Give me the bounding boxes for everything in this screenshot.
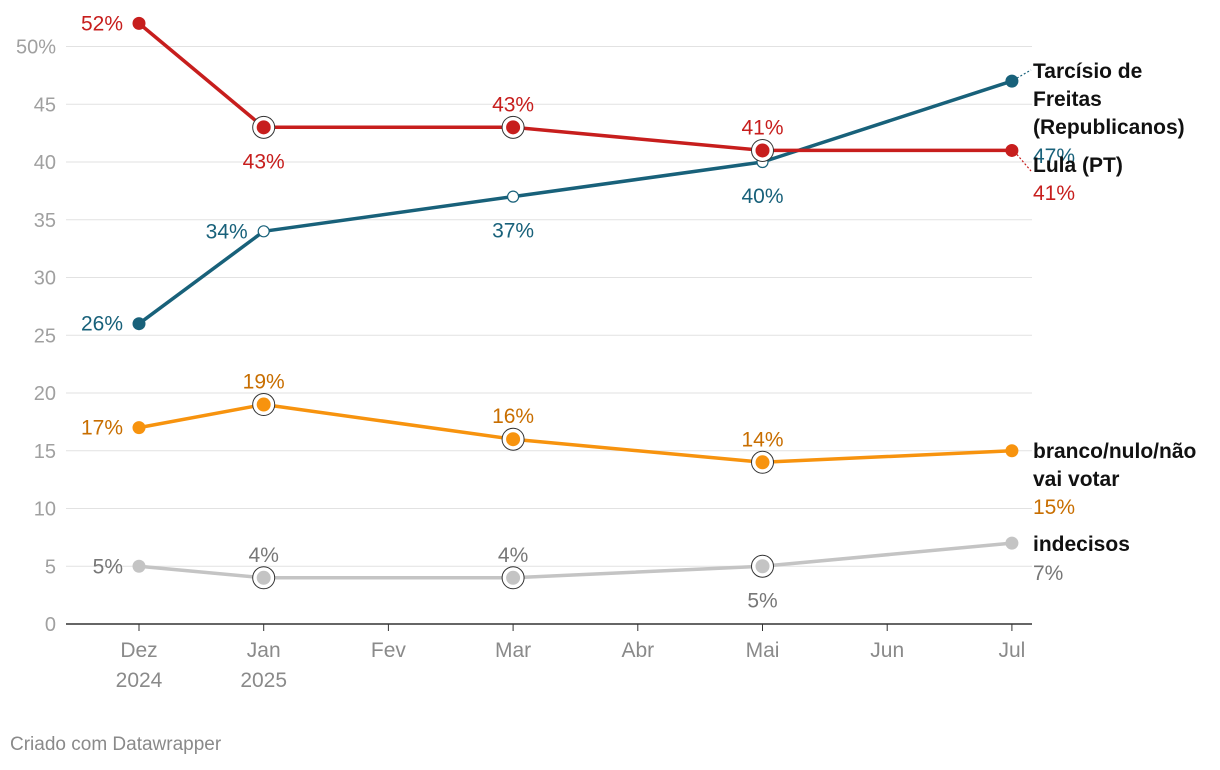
series-name-indecisos: indecisos <box>1033 533 1130 556</box>
data-point-branco <box>506 432 521 447</box>
data-point-tarcisio <box>506 190 520 203</box>
data-label-lula: 43% <box>492 93 534 116</box>
x-tick-label: Jun <box>870 639 904 662</box>
x-tick-label: Mai <box>746 639 780 662</box>
series-end-value-lula: 41% <box>1033 182 1075 205</box>
data-point-branco <box>256 397 271 412</box>
data-point-indecisos <box>1005 536 1019 550</box>
x-tick-label: Mar <box>495 639 531 662</box>
data-point-indecisos <box>506 570 521 585</box>
data-label-lula: 52% <box>81 12 123 35</box>
y-tick-label: 25 <box>34 325 56 347</box>
data-label-branco: 14% <box>741 428 783 451</box>
data-point-tarcisio <box>132 317 146 331</box>
y-tick-label: 20 <box>34 383 56 405</box>
data-point-lula <box>506 120 521 135</box>
y-tick-label: 5 <box>45 556 56 578</box>
series-name-lula: Lula (PT) <box>1033 154 1123 177</box>
data-label-lula: 41% <box>741 116 783 139</box>
label-connector-tarcisio <box>1016 69 1032 79</box>
y-tick-label: 30 <box>34 268 56 290</box>
data-label-branco: 17% <box>81 417 123 440</box>
data-point-branco <box>755 455 770 470</box>
x-tick-sublabel: 2024 <box>116 669 163 692</box>
data-label-tarcisio: 40% <box>741 185 783 208</box>
y-tick-label: 40 <box>34 152 56 174</box>
y-tick-label: 50% <box>16 37 56 59</box>
data-label-tarcisio: 26% <box>81 313 123 336</box>
data-point-indecisos <box>132 559 146 573</box>
data-point-lula <box>256 120 271 135</box>
series-end-value-tarcisio: 47% <box>1033 145 1075 168</box>
data-label-branco: 16% <box>492 405 534 428</box>
data-label-indecisos: 4% <box>498 544 528 567</box>
label-connector-lula <box>1016 154 1032 172</box>
series-name-tarcisio: Freitas <box>1033 88 1102 111</box>
series-name-branco: vai votar <box>1033 468 1119 491</box>
x-tick-label: Fev <box>371 639 407 662</box>
data-point-tarcisio <box>257 225 270 238</box>
y-tick-label: 35 <box>34 210 56 232</box>
data-label-tarcisio: 37% <box>492 220 534 243</box>
data-point-lula <box>1005 143 1019 157</box>
series-name-tarcisio: Tarcísio de <box>1033 60 1142 83</box>
data-point-indecisos <box>256 570 271 585</box>
data-point-tarcisio <box>1005 74 1019 88</box>
x-tick-label: Jul <box>998 639 1025 662</box>
data-label-lula: 43% <box>243 150 285 173</box>
series-end-value-indecisos: 7% <box>1033 562 1063 585</box>
data-point-branco <box>1005 444 1019 458</box>
series-name-tarcisio: (Republicanos) <box>1033 116 1185 139</box>
series-end-value-branco: 15% <box>1033 496 1075 519</box>
x-tick-label: Jan <box>247 639 281 662</box>
data-label-branco: 19% <box>243 371 285 394</box>
data-label-indecisos: 5% <box>93 555 123 578</box>
series-name-branco: branco/nulo/não <box>1033 440 1196 463</box>
data-point-indecisos <box>755 559 770 574</box>
data-point-lula <box>755 143 770 158</box>
data-label-indecisos: 5% <box>747 589 777 612</box>
data-point-branco <box>132 421 146 435</box>
y-tick-label: 10 <box>34 499 56 521</box>
y-tick-label: 0 <box>45 614 56 636</box>
x-tick-sublabel: 2025 <box>240 669 287 692</box>
credit-text: Criado com Datawrapper <box>10 734 222 755</box>
data-label-tarcisio: 34% <box>206 220 248 243</box>
x-tick-label: Dez <box>120 639 157 662</box>
y-tick-label: 45 <box>34 94 56 116</box>
series-line-tarcisio <box>137 79 1013 326</box>
data-label-indecisos: 4% <box>249 544 279 567</box>
x-tick-label: Abr <box>621 639 654 662</box>
y-tick-label: 15 <box>34 441 56 463</box>
data-point-lula <box>132 16 146 30</box>
